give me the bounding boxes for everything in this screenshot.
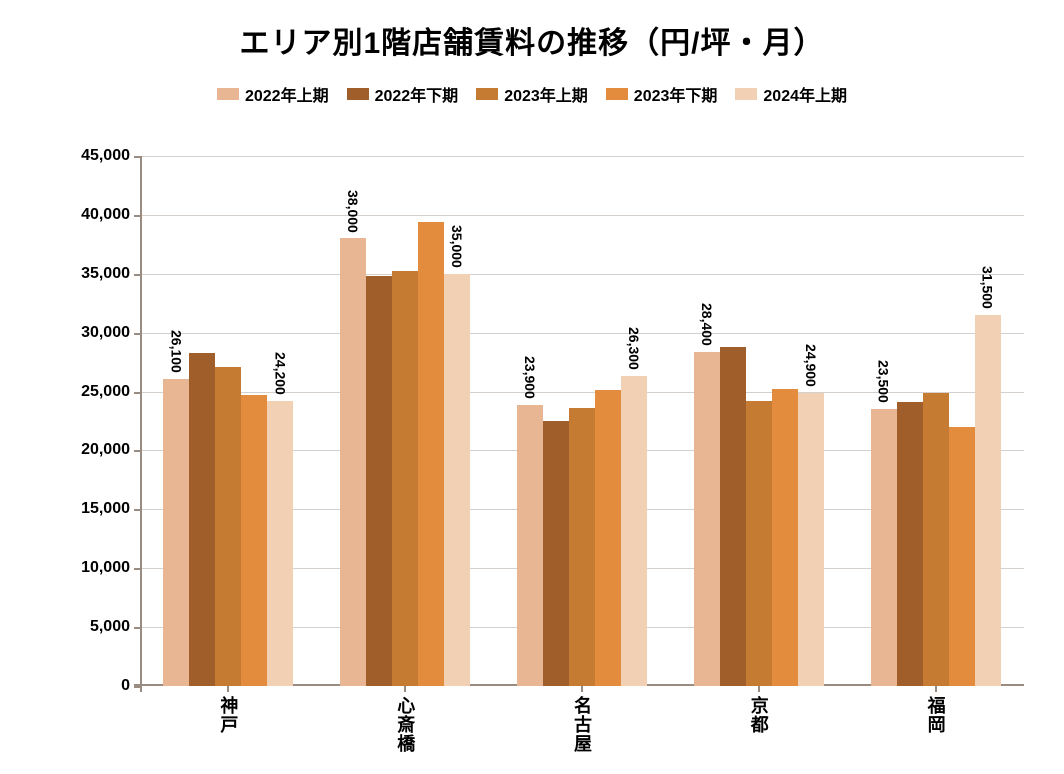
data-label: 23,900 — [522, 356, 538, 399]
y-axis: 05,00010,00015,00020,00025,00030,00035,0… — [40, 156, 140, 686]
bars: 38,000 35,000 — [340, 156, 470, 686]
chart-title: エリア別1階店舗賃料の推移（円/坪・月） — [40, 18, 1024, 62]
y-tick-label: 15,000 — [81, 500, 130, 518]
y-tickmark — [134, 333, 140, 335]
x-tickmark — [227, 686, 229, 692]
legend-item: 2022年下期 — [347, 82, 459, 106]
legend-swatch — [476, 88, 498, 100]
y-tickmark — [134, 686, 140, 688]
legend-swatch — [217, 88, 239, 100]
data-label: 35,000 — [449, 225, 465, 268]
data-label: 26,100 — [168, 330, 184, 373]
data-label: 31,500 — [980, 266, 996, 309]
x-axis-label: 福岡 — [847, 696, 1024, 753]
x-axis-label: 心斎橋 — [317, 696, 494, 753]
y-tickmark — [134, 392, 140, 394]
y-tickmark — [134, 627, 140, 629]
y-tick-label: 20,000 — [81, 441, 130, 459]
bar — [897, 402, 923, 686]
bar — [366, 276, 392, 686]
y-tick-label: 40,000 — [81, 206, 130, 224]
legend-item: 2024年上期 — [735, 82, 847, 106]
y-tickmark — [134, 215, 140, 217]
y-tick-label: 5,000 — [90, 618, 130, 636]
legend-swatch — [606, 88, 628, 100]
bars: 28,400 24,900 — [694, 156, 824, 686]
bar — [418, 222, 444, 686]
bar-group: 23,500 31,500 — [847, 156, 1024, 686]
data-label: 23,500 — [876, 360, 892, 403]
x-tickmark — [935, 686, 937, 692]
x-axis-label: 神戸 — [140, 696, 317, 753]
x-axis-labels: 神戸心斎橋名古屋京都福岡 — [140, 696, 1024, 753]
bar: 26,300 — [621, 376, 647, 686]
bar-group: 38,000 35,000 — [317, 156, 494, 686]
bar: 26,100 — [163, 379, 189, 686]
y-tick-label: 35,000 — [81, 265, 130, 283]
bar: 23,500 — [871, 409, 897, 686]
chart-container: エリア別1階店舗賃料の推移（円/坪・月） 2022年上期 2022年下期 2023年… — [0, 0, 1064, 774]
bar-group: 28,400 24,900 — [670, 156, 847, 686]
bar — [392, 271, 418, 686]
bar: 23,900 — [517, 405, 543, 686]
y-tick-label: 0 — [121, 677, 130, 695]
data-label: 28,400 — [699, 303, 715, 346]
y-tick-label: 25,000 — [81, 383, 130, 401]
x-tickmark — [758, 686, 760, 692]
y-tick-label: 30,000 — [81, 324, 130, 342]
legend-item: 2023年下期 — [606, 82, 718, 106]
legend-label: 2023年下期 — [634, 82, 718, 106]
bar — [189, 353, 215, 686]
bar — [923, 393, 949, 686]
bar — [595, 390, 621, 686]
plot: 26,100 24,200 38,000 35,000 23,900 26,300 28,4… — [140, 156, 1024, 686]
y-tickmark — [134, 156, 140, 158]
y-tickmark — [134, 568, 140, 570]
y-tickmark — [134, 274, 140, 276]
bar — [241, 395, 267, 686]
y-tickmark — [134, 450, 140, 452]
bar-groups: 26,100 24,200 38,000 35,000 23,900 26,300 28,4… — [140, 156, 1024, 686]
x-axis-label: 京都 — [670, 696, 847, 753]
legend-swatch — [347, 88, 369, 100]
x-axis-label: 名古屋 — [494, 696, 671, 753]
legend-label: 2024年上期 — [763, 82, 847, 106]
bar: 28,400 — [694, 352, 720, 686]
bar: 38,000 — [340, 238, 366, 686]
bar — [772, 389, 798, 686]
x-tickmark — [581, 686, 583, 692]
legend-item: 2022年上期 — [217, 82, 329, 106]
bar: 24,900 — [798, 393, 824, 686]
bar — [543, 421, 569, 686]
legend-label: 2022年上期 — [245, 82, 329, 106]
bar: 35,000 — [444, 274, 470, 686]
bars: 26,100 24,200 — [163, 156, 293, 686]
bar — [949, 427, 975, 686]
bar: 31,500 — [975, 315, 1001, 686]
legend-label: 2023年上期 — [504, 82, 588, 106]
bars: 23,500 31,500 — [871, 156, 1001, 686]
data-label: 24,900 — [803, 344, 819, 387]
plot-area: 05,00010,00015,00020,00025,00030,00035,0… — [40, 156, 1024, 686]
data-label: 38,000 — [345, 190, 361, 233]
legend-item: 2023年上期 — [476, 82, 588, 106]
data-label: 26,300 — [626, 327, 642, 370]
legend-label: 2022年下期 — [375, 82, 459, 106]
bar-group: 26,100 24,200 — [140, 156, 317, 686]
bar: 24,200 — [267, 401, 293, 686]
bar — [746, 401, 772, 686]
bar — [215, 367, 241, 686]
y-tick-label: 10,000 — [81, 559, 130, 577]
data-label: 24,200 — [272, 352, 288, 395]
x-tickmark — [404, 686, 406, 692]
bar — [569, 408, 595, 686]
y-tickmark — [134, 509, 140, 511]
y-tick-label: 45,000 — [81, 147, 130, 165]
legend-swatch — [735, 88, 757, 100]
legend: 2022年上期 2022年下期 2023年上期 2023年下期 2024年上期 — [40, 82, 1024, 106]
bars: 23,900 26,300 — [517, 156, 647, 686]
bar — [720, 347, 746, 686]
bar-group: 23,900 26,300 — [494, 156, 671, 686]
